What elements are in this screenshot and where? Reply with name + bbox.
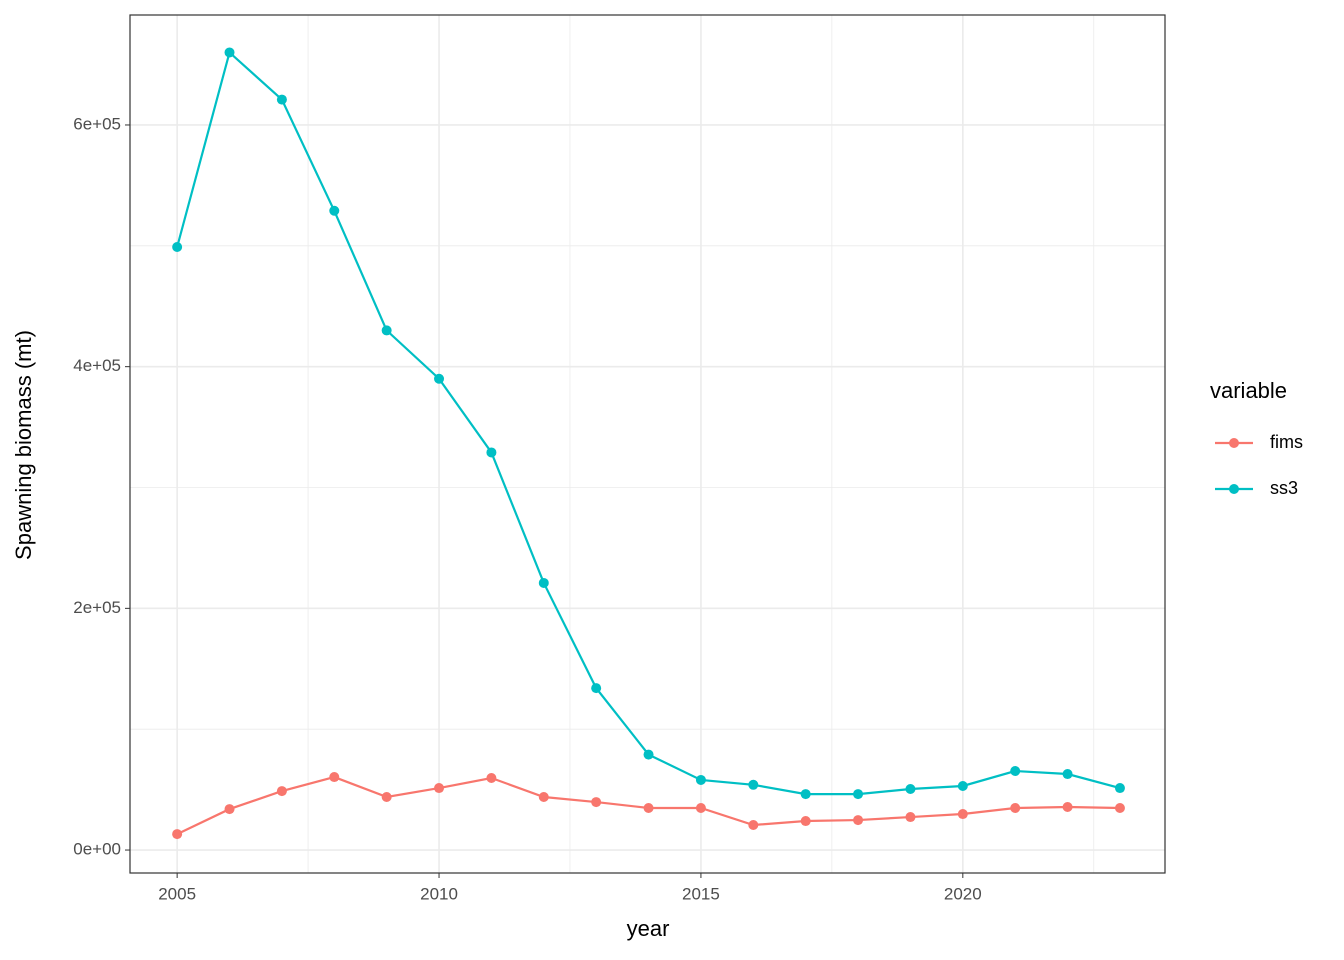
point bbox=[276, 94, 287, 105]
point bbox=[486, 447, 497, 458]
point bbox=[486, 773, 497, 784]
series-line bbox=[176, 50, 1121, 796]
point bbox=[1114, 783, 1125, 794]
point bbox=[643, 749, 654, 760]
point bbox=[224, 804, 235, 815]
point bbox=[538, 791, 549, 802]
legend-label: fims bbox=[1270, 432, 1303, 452]
panel-border bbox=[129, 14, 1166, 874]
y-tick-label: 2e+05 bbox=[73, 598, 121, 617]
point bbox=[381, 791, 392, 802]
point bbox=[643, 802, 654, 813]
point bbox=[276, 786, 287, 797]
point bbox=[172, 829, 183, 840]
legend-title: variable bbox=[1210, 378, 1287, 403]
point bbox=[1062, 769, 1073, 780]
x-tick-label: 2010 bbox=[420, 884, 458, 903]
legend-label: ss3 bbox=[1270, 478, 1298, 498]
x-tick-label: 2005 bbox=[158, 884, 196, 903]
y-tick-label: 0e+00 bbox=[73, 840, 121, 859]
point bbox=[1010, 802, 1021, 813]
point bbox=[853, 815, 864, 826]
y-axis-title: Spawning biomass (mt) bbox=[11, 330, 36, 560]
y-tick-label: 4e+05 bbox=[73, 356, 121, 375]
x-axis-title: year bbox=[627, 916, 670, 941]
point bbox=[957, 780, 968, 791]
point bbox=[329, 772, 340, 783]
point bbox=[905, 812, 916, 823]
y-tick-label: 6e+05 bbox=[73, 114, 121, 133]
point bbox=[591, 797, 602, 808]
point bbox=[800, 789, 811, 800]
point bbox=[957, 809, 968, 820]
point bbox=[434, 783, 445, 794]
legend-key-point bbox=[1229, 484, 1239, 494]
point bbox=[538, 577, 549, 588]
point bbox=[1010, 766, 1021, 777]
point bbox=[695, 802, 706, 813]
point bbox=[695, 774, 706, 785]
point bbox=[800, 816, 811, 827]
point bbox=[381, 325, 392, 336]
point bbox=[172, 242, 183, 253]
point bbox=[748, 820, 759, 831]
point bbox=[1114, 802, 1125, 813]
point bbox=[434, 373, 445, 384]
point bbox=[224, 47, 235, 58]
x-tick-label: 2015 bbox=[682, 884, 720, 903]
legend-key-point bbox=[1229, 438, 1239, 448]
point bbox=[329, 205, 340, 216]
point bbox=[1062, 802, 1073, 813]
point bbox=[905, 784, 916, 795]
point bbox=[853, 789, 864, 800]
x-tick-label: 2020 bbox=[944, 884, 982, 903]
point bbox=[591, 683, 602, 694]
point bbox=[748, 779, 759, 790]
